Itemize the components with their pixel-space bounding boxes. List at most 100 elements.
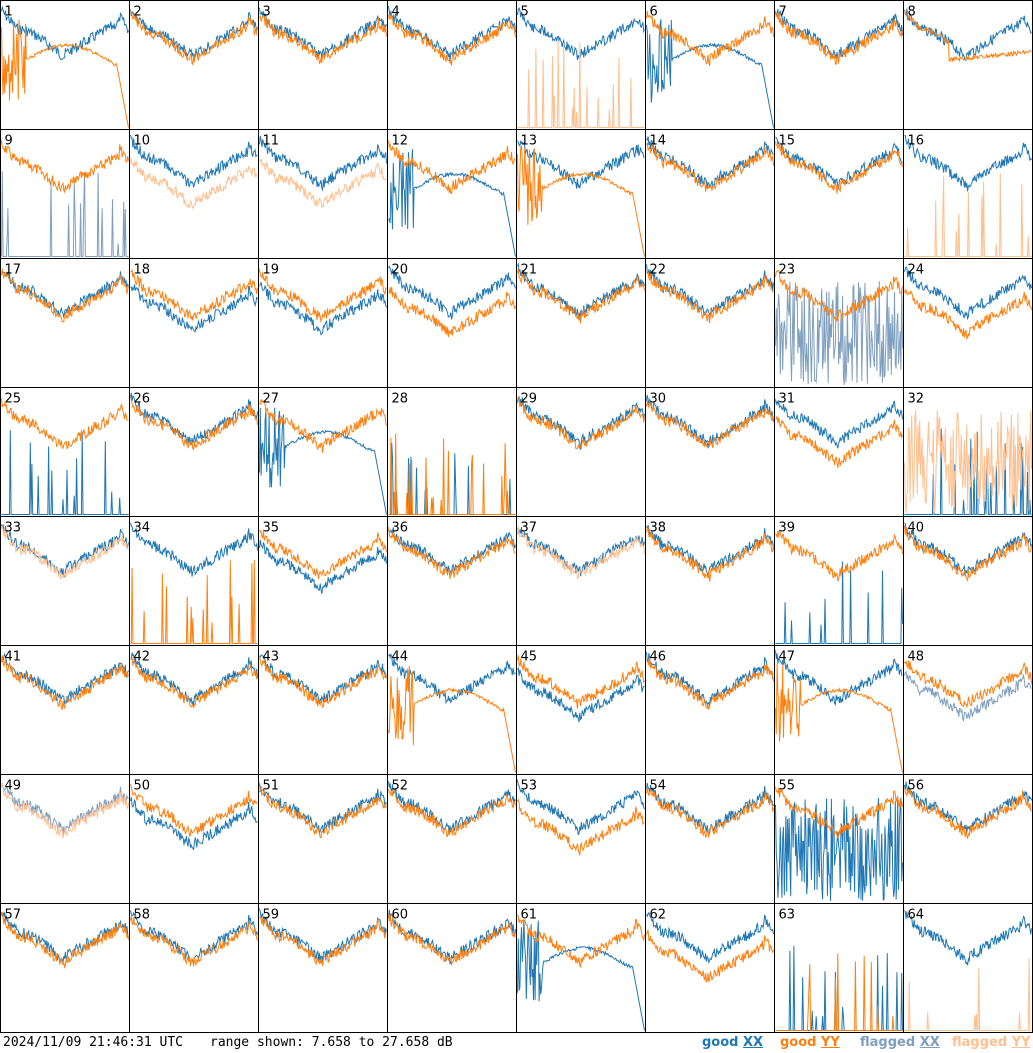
series-xx-63	[775, 945, 903, 1031]
panel-label-18: 18	[134, 263, 151, 278]
series-yy-28	[388, 433, 516, 515]
panel-54: 54	[645, 774, 775, 904]
series-yy-64	[904, 958, 1032, 1031]
panel-label-42: 42	[134, 650, 151, 665]
series-yy-16	[904, 172, 1032, 257]
series-xx-47	[775, 650, 903, 706]
series-xx-20	[388, 265, 516, 320]
series-yy-29	[517, 396, 645, 450]
panel-border-15	[774, 129, 904, 259]
series-yy-62	[646, 929, 774, 983]
series-xx-12	[388, 149, 516, 257]
series-yy-34	[130, 559, 258, 644]
panel-32: 32	[903, 387, 1033, 517]
panel-label-17: 17	[5, 263, 22, 278]
series-xx-55	[775, 797, 903, 901]
panel-label-45: 45	[521, 650, 538, 665]
panel-22: 22	[645, 258, 775, 388]
panel-label-50: 50	[134, 779, 151, 794]
panel-label-35: 35	[263, 521, 280, 536]
footer: 2024/11/09 21:46:31 UTC range shown: 7.6…	[0, 1033, 1033, 1053]
panel-label-51: 51	[263, 779, 280, 794]
panel-border-31	[774, 387, 904, 517]
legend-flagged-yy: flagged YY	[952, 1033, 1031, 1053]
panel-label-31: 31	[779, 392, 796, 407]
panel-label-52: 52	[392, 779, 409, 794]
panel-border-14	[645, 129, 775, 259]
panel-label-63: 63	[779, 908, 796, 923]
panel-4: 4	[387, 0, 517, 130]
range-text: range shown: 7.658 to 27.658 dB	[210, 1035, 453, 1050]
series-yy-10	[130, 158, 258, 210]
panel-label-55: 55	[779, 779, 796, 794]
series-yy-3	[259, 15, 387, 65]
panel-25: 25	[0, 387, 130, 517]
panel-border-26	[129, 387, 259, 517]
panel-label-36: 36	[392, 521, 409, 536]
series-yy-24	[904, 289, 1032, 340]
series-yy-2	[130, 10, 258, 66]
series-yy-26	[130, 397, 258, 451]
series-yy-38	[646, 526, 774, 582]
series-yy-42	[130, 657, 258, 709]
series-yy-46	[646, 656, 774, 710]
panel-45: 45	[516, 645, 646, 775]
panel-label-27: 27	[263, 392, 280, 407]
series-yy-49	[1, 783, 129, 839]
series-xx-11	[259, 135, 387, 192]
series-yy-20	[388, 286, 516, 337]
panel-19: 19	[258, 258, 388, 388]
series-xx-39	[775, 561, 903, 644]
panel-6: 6	[645, 0, 775, 130]
series-yy-44	[388, 665, 516, 773]
panel-border-44	[387, 645, 517, 775]
panel-50: 50	[129, 774, 259, 904]
series-xx-23	[775, 281, 903, 385]
panel-border-45	[516, 645, 646, 775]
panel-border-48	[903, 645, 1033, 775]
panel-31: 31	[774, 387, 904, 517]
series-yy-58	[130, 915, 258, 967]
panel-51: 51	[258, 774, 388, 904]
panel-border-59	[258, 903, 388, 1033]
panel-label-53: 53	[521, 779, 538, 794]
panel-border-56	[903, 774, 1033, 904]
panel-label-48: 48	[908, 650, 925, 665]
series-yy-22	[646, 269, 774, 323]
panel-label-19: 19	[263, 263, 280, 278]
series-yy-48	[904, 660, 1032, 709]
panel-61: 61	[516, 903, 646, 1033]
series-yy-23	[775, 269, 903, 323]
series-yy-33	[1, 525, 129, 580]
timestamp: 2024/11/09 21:46:31 UTC	[3, 1035, 184, 1050]
panel-label-61: 61	[521, 908, 538, 923]
series-yy-31	[775, 416, 903, 469]
panel-label-29: 29	[521, 392, 538, 407]
panel-border-17	[0, 258, 130, 388]
series-xx-53	[517, 779, 645, 836]
series-xx-27	[259, 407, 387, 515]
panel-label-23: 23	[779, 263, 796, 278]
panel-64: 64	[903, 903, 1033, 1033]
series-yy-52	[388, 787, 516, 838]
panel-41: 41	[0, 645, 130, 775]
panel-label-37: 37	[521, 521, 538, 536]
panel-label-14: 14	[650, 134, 667, 149]
series-xx-62	[646, 911, 774, 965]
panel-37: 37	[516, 516, 646, 646]
panel-border-7	[774, 0, 904, 130]
panel-13: 13	[516, 129, 646, 259]
panel-border-22	[645, 258, 775, 388]
series-yy-56	[904, 786, 1032, 839]
panel-label-7: 7	[779, 5, 787, 20]
panel-9: 9	[0, 129, 130, 259]
series-xx-13	[517, 140, 645, 189]
series-yy-30	[646, 400, 774, 449]
panel-59: 59	[258, 903, 388, 1033]
series-xx-61	[517, 920, 645, 1031]
panel-label-24: 24	[908, 263, 925, 278]
panel-label-57: 57	[5, 908, 22, 923]
panel-border-8	[903, 0, 1033, 130]
series-xx-35	[259, 539, 387, 594]
